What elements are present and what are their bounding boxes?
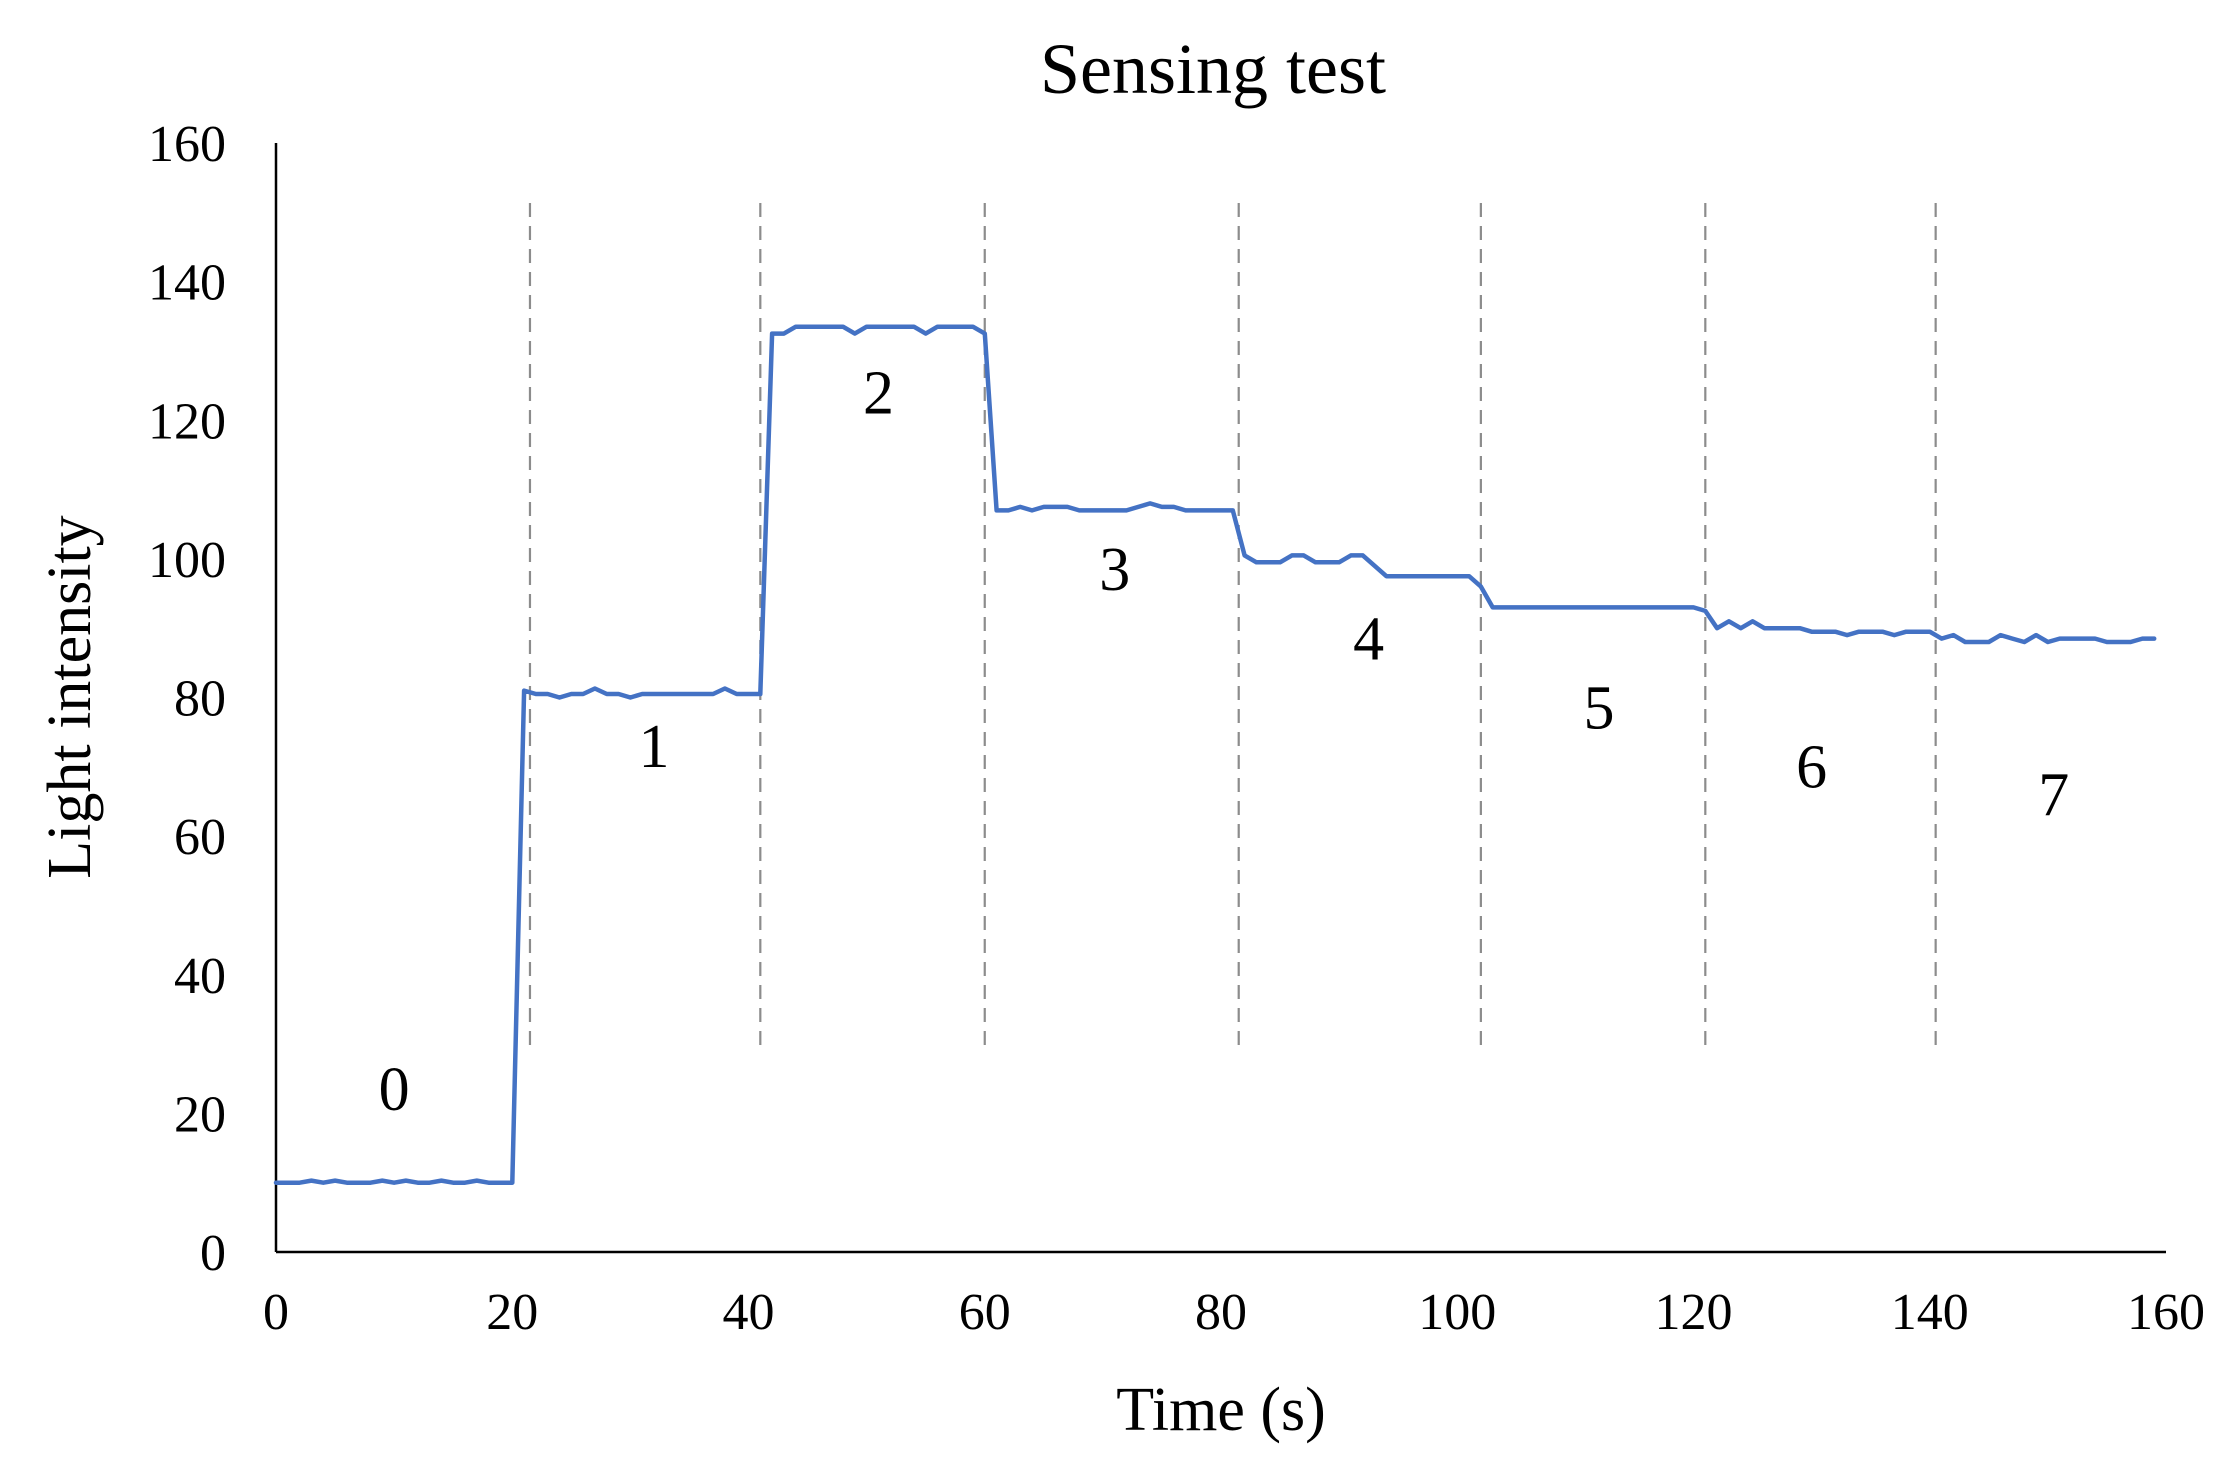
y-tick-label: 80 — [174, 671, 226, 728]
x-tick-labels: 0 20 40 60 80 100 120 140 160 — [263, 1284, 2205, 1341]
stage-label: 2 — [863, 359, 894, 427]
y-tick-label: 20 — [174, 1086, 226, 1143]
series-line — [273, 324, 2157, 1185]
y-tick-label: 120 — [148, 393, 226, 450]
stage-label: 7 — [2038, 761, 2069, 829]
y-tick-labels: 0 20 40 60 80 100 120 140 160 — [148, 116, 226, 1282]
stage-dividers — [528, 203, 1937, 1050]
stage-label: 5 — [1584, 675, 1615, 743]
chart-title: Sensing test — [1040, 29, 1386, 109]
x-tick-label: 100 — [1418, 1284, 1496, 1341]
axes — [274, 143, 2166, 1254]
stage-label: 6 — [1796, 734, 1827, 802]
series-layer — [273, 324, 2157, 1185]
x-tick-label: 60 — [959, 1284, 1011, 1341]
stage-labels: 0 1 2 3 4 5 6 7 — [379, 359, 2070, 1124]
x-tick-label: 80 — [1195, 1284, 1247, 1341]
y-tick-label: 160 — [148, 116, 226, 173]
y-tick-label: 60 — [174, 809, 226, 866]
y-tick-label: 40 — [174, 948, 226, 1005]
x-tick-label: 160 — [2127, 1284, 2205, 1341]
stage-label: 3 — [1099, 536, 1130, 604]
y-axis-label: Light intensity — [36, 515, 104, 878]
y-tick-label: 100 — [148, 532, 226, 589]
y-tick-label: 140 — [148, 255, 226, 312]
x-tick-label: 140 — [1891, 1284, 1969, 1341]
y-tick-label: 0 — [200, 1225, 226, 1282]
x-tick-label: 20 — [486, 1284, 538, 1341]
x-tick-label: 120 — [1655, 1284, 1733, 1341]
x-axis-label: Time (s) — [1116, 1376, 1326, 1444]
stage-label: 0 — [379, 1056, 410, 1124]
stage-label: 1 — [639, 713, 670, 781]
stage-label: 4 — [1353, 605, 1384, 673]
x-tick-label: 40 — [723, 1284, 775, 1341]
x-tick-label: 0 — [263, 1284, 289, 1341]
